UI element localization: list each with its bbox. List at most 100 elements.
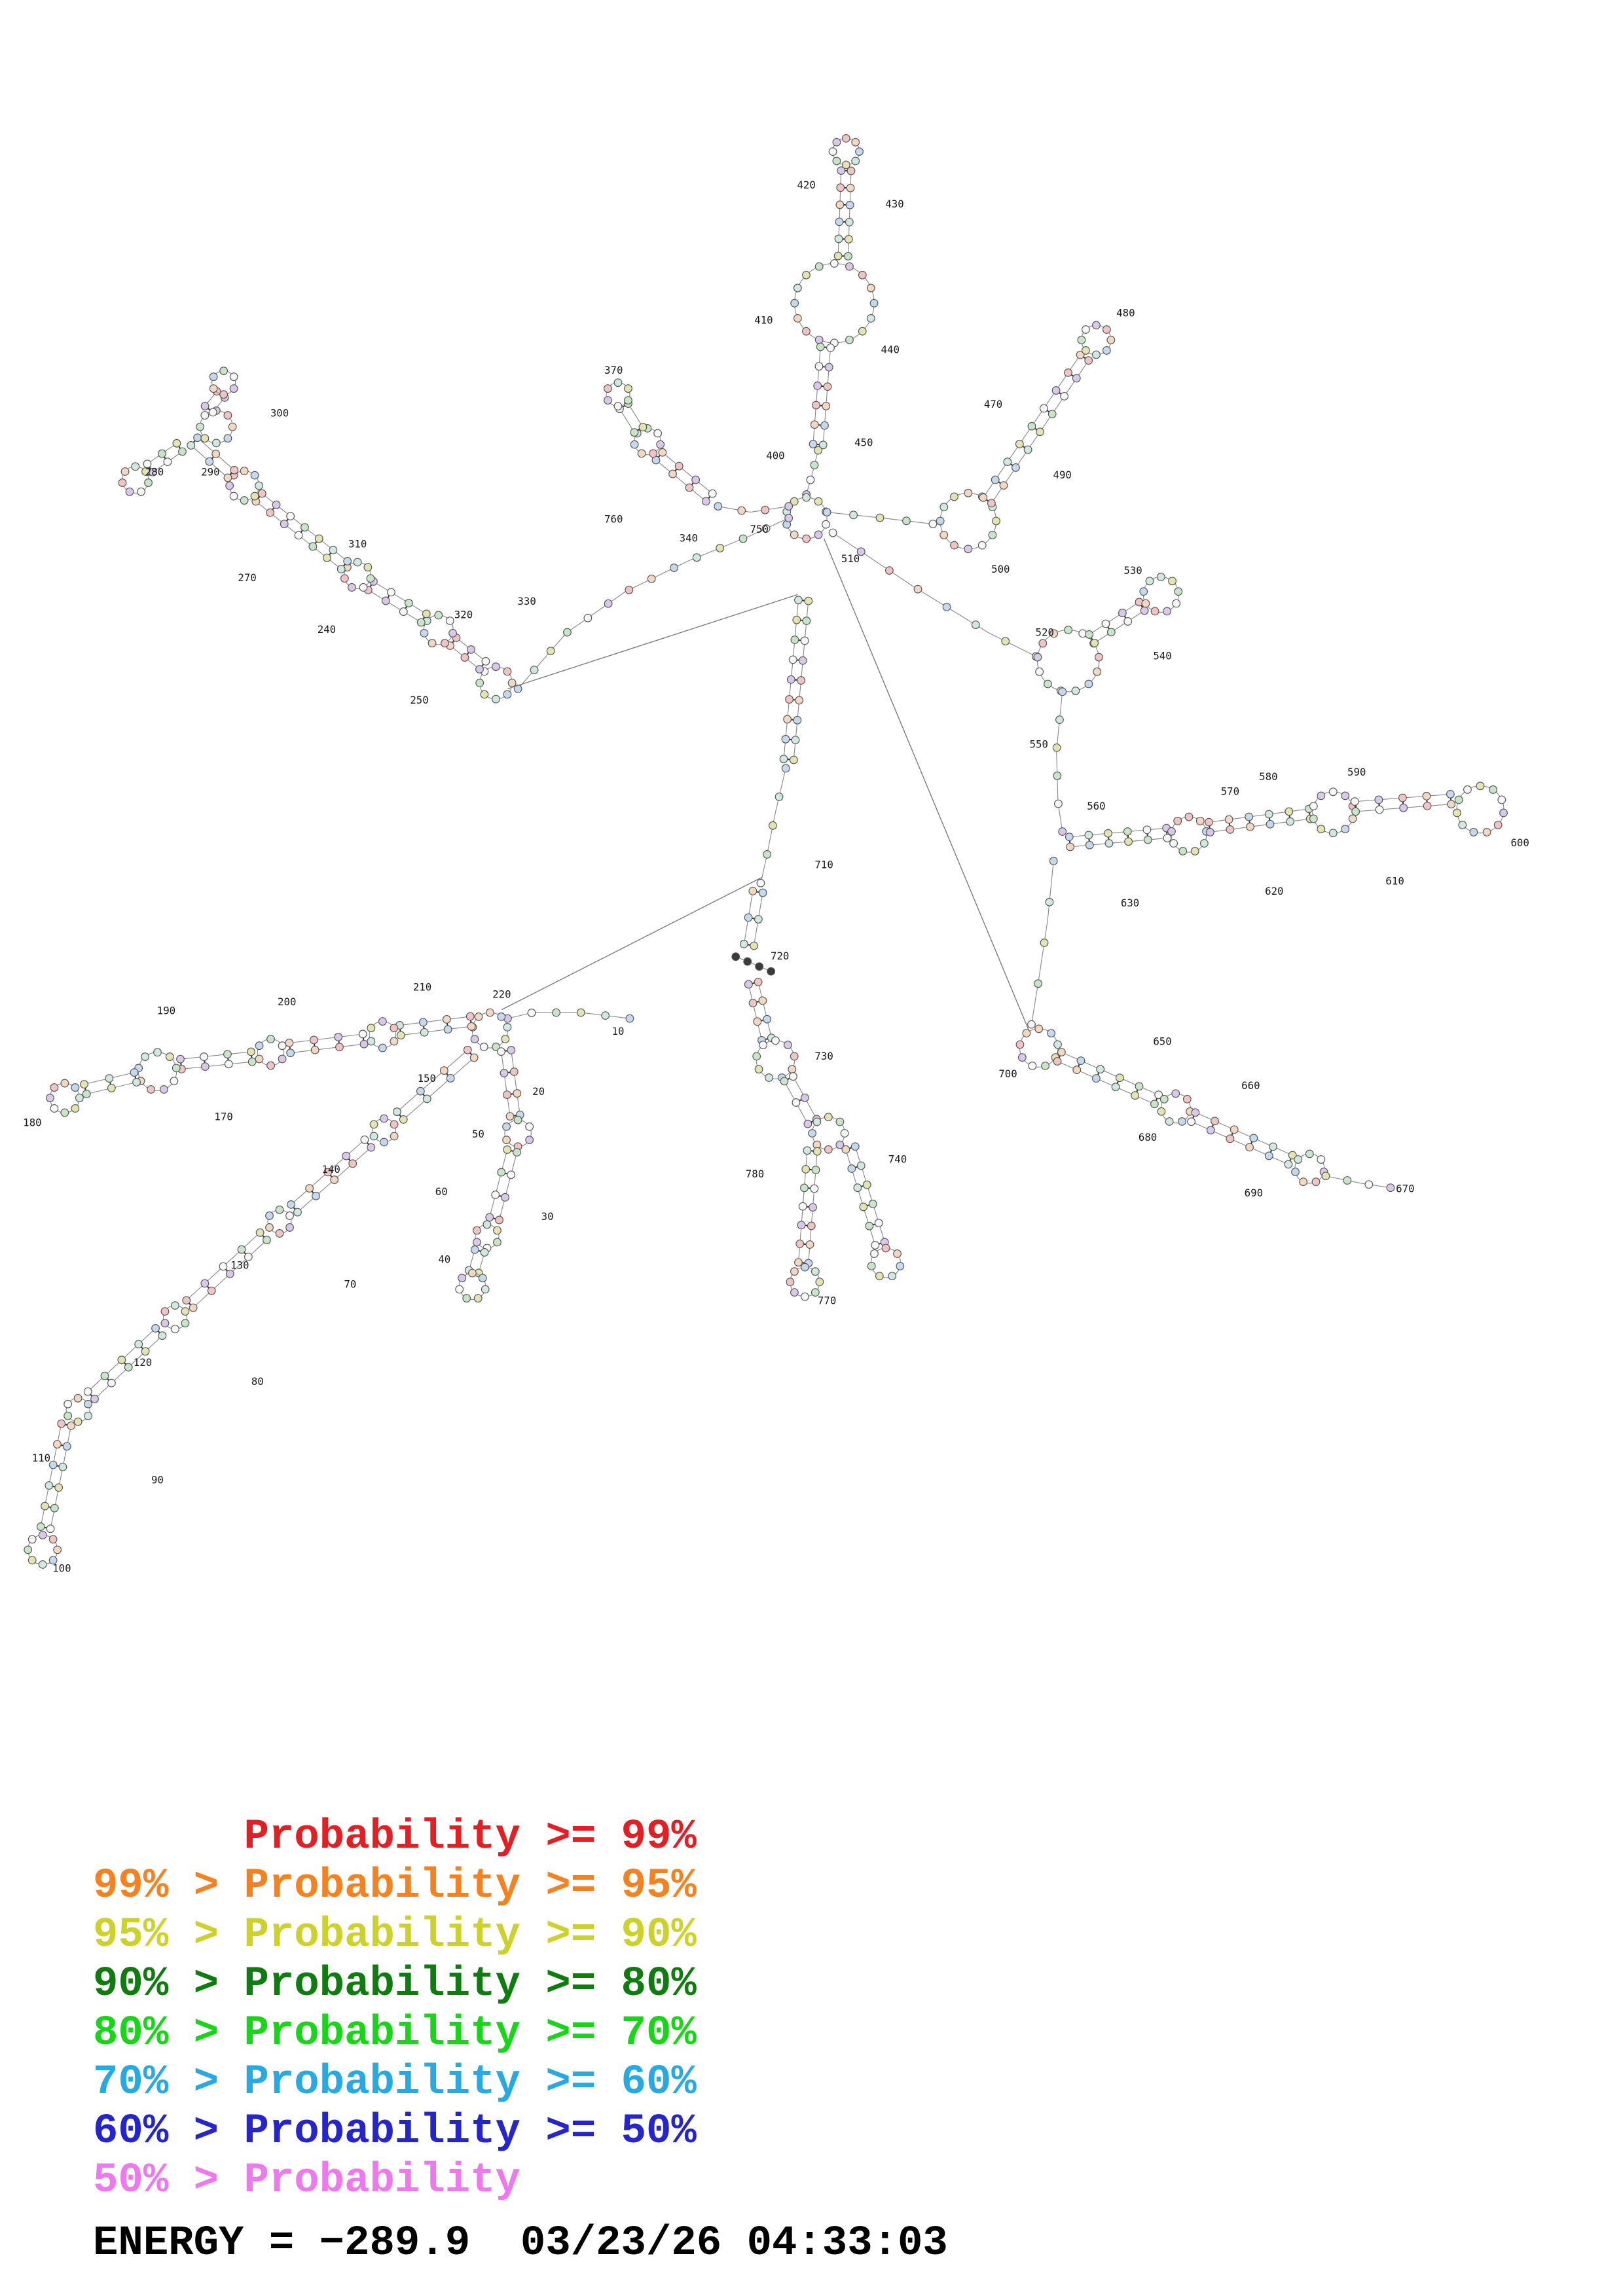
- nucleotide-bead: [134, 1340, 143, 1349]
- nucleotide-bead: [806, 475, 815, 484]
- nucleotide-bead: [780, 1077, 789, 1086]
- nucleotide-bead: [229, 384, 238, 393]
- position-label: 440: [881, 344, 900, 356]
- nucleotide-bead: [165, 1052, 174, 1061]
- nucleotide-bead: [797, 1221, 806, 1230]
- nucleotide-bead: [266, 1035, 275, 1044]
- nucleotide-bead: [441, 639, 449, 648]
- nucleotide-bead: [1035, 667, 1044, 676]
- nucleotide-bead: [795, 1239, 805, 1248]
- position-label: 430: [885, 198, 903, 210]
- nucleotide-bead: [1288, 1151, 1297, 1160]
- nucleotide-bead: [367, 1037, 376, 1046]
- position-label: 470: [984, 398, 1002, 410]
- position-label: 370: [604, 364, 623, 376]
- nucleotide-bead: [834, 234, 843, 243]
- nucleotide-bead: [835, 1140, 845, 1149]
- nucleotide-bead: [530, 666, 539, 675]
- nucleotide-bead: [209, 384, 218, 393]
- nucleotide-bead: [225, 481, 234, 490]
- nucleotide-bead: [1317, 1155, 1326, 1164]
- nucleotide-bead: [795, 696, 804, 705]
- nucleotide-bead: [275, 1206, 284, 1214]
- nucleotide-bead: [200, 434, 210, 443]
- nucleotide-bead: [507, 1170, 515, 1179]
- nucleotide-bead: [41, 1501, 49, 1511]
- nucleotide-bead: [847, 166, 856, 175]
- nucleotide-bead: [1463, 785, 1472, 794]
- position-label: 530: [1123, 564, 1142, 577]
- position-label: 10: [611, 1025, 624, 1037]
- nucleotide-bead: [759, 1041, 767, 1049]
- helix-strand: [373, 581, 427, 615]
- nucleotide-bead: [335, 1043, 344, 1052]
- nucleotide-bead: [53, 1440, 62, 1449]
- nucleotide-bead: [752, 1052, 761, 1061]
- nucleotide-bead: [200, 411, 210, 420]
- nucleotide-bead: [390, 1120, 399, 1129]
- nucleotide-bead: [1165, 1117, 1174, 1126]
- nucleotide-bead: [200, 1052, 208, 1061]
- nucleotide-bead: [563, 628, 572, 637]
- nucleotide-bead: [503, 667, 512, 676]
- nucleotide-bead: [378, 1043, 387, 1052]
- legend-row-3: 95% > Probability >= 90%: [93, 1912, 697, 1959]
- nucleotide-bead: [442, 1015, 451, 1024]
- nucleotide-bead: [1123, 617, 1133, 626]
- nucleotide-bead: [765, 1073, 773, 1082]
- nucleotide-bead: [814, 446, 823, 455]
- nucleotide-bead: [359, 1039, 369, 1049]
- nucleotide-bead: [1291, 1168, 1300, 1176]
- position-label: 620: [1265, 885, 1283, 897]
- nucleotide-bead: [1299, 1177, 1308, 1187]
- nucleotide-bead: [1167, 827, 1176, 836]
- nucleotide-bead: [1174, 587, 1183, 596]
- nucleotide-bead: [802, 493, 811, 502]
- position-label: 630: [1121, 897, 1139, 909]
- position-label: 170: [214, 1110, 232, 1122]
- nucleotide-bead: [1246, 822, 1254, 831]
- nucleotide-bead: [285, 1223, 294, 1232]
- nucleotide-bead: [1052, 743, 1061, 752]
- energy-text: ENERGY = −289.9 03/23/26 04:33:03: [93, 2220, 948, 2267]
- nucleotide-bead: [1226, 1134, 1235, 1143]
- nucleotide-bead: [841, 1145, 850, 1154]
- nucleotide-bead: [754, 977, 763, 986]
- nucleotide-bead: [1115, 1073, 1124, 1083]
- nucleotide-bead: [50, 1083, 59, 1092]
- nucleotide-bead: [1058, 687, 1067, 696]
- nucleotide-bead: [358, 1030, 367, 1039]
- nucleotide-bead: [1091, 350, 1101, 359]
- nucleotide-bead: [73, 1417, 82, 1426]
- nucleotide-bead: [822, 508, 831, 516]
- nucleotide-bead: [1044, 679, 1052, 689]
- nucleotide-bead: [1101, 619, 1110, 628]
- nucleotide-bead: [60, 1079, 69, 1088]
- nucleotide-bead: [337, 565, 346, 573]
- nucleotide-bead: [1111, 1083, 1120, 1092]
- nucleotide-bead: [1064, 368, 1072, 377]
- nucleotide-bead: [668, 469, 677, 478]
- nucleotide-bead: [501, 1035, 510, 1044]
- nucleotide-bead: [833, 251, 843, 260]
- nucleotide-bead: [1072, 374, 1081, 383]
- nucleotide-bead: [455, 1285, 464, 1294]
- nucleotide-bead: [462, 1294, 471, 1303]
- nucleotide-bead: [1168, 577, 1176, 586]
- nucleotide-bead: [999, 481, 1008, 490]
- nucleotide-bead: [802, 270, 811, 279]
- nucleotide-bead: [71, 1104, 80, 1113]
- position-label: 600: [1510, 836, 1529, 849]
- nucleotide-bead: [367, 1143, 376, 1152]
- position-label: 40: [438, 1253, 450, 1265]
- position-label: 480: [1116, 306, 1135, 319]
- nucleotide-bead: [793, 283, 802, 293]
- nucleotide-bead: [369, 1120, 378, 1129]
- nucleotide-bead: [503, 1090, 511, 1100]
- nucleotide-bead: [181, 1319, 190, 1328]
- helix-strand: [822, 348, 831, 445]
- nucleotide-bead: [285, 1211, 294, 1220]
- nucleotide-bead: [1182, 1094, 1192, 1103]
- nucleotide-bead: [481, 1285, 490, 1294]
- nucleotide-bead: [470, 1245, 479, 1254]
